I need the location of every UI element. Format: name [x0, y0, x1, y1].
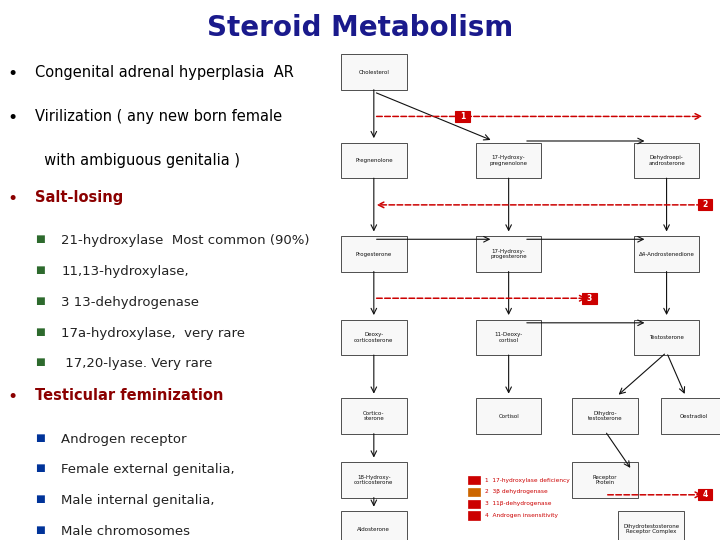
- FancyBboxPatch shape: [476, 143, 541, 178]
- Text: 1  17-hydroxylase deficiency: 1 17-hydroxylase deficiency: [485, 477, 570, 483]
- Text: 4: 4: [703, 490, 708, 500]
- FancyBboxPatch shape: [582, 293, 597, 303]
- FancyBboxPatch shape: [455, 111, 469, 122]
- Text: ■: ■: [35, 463, 45, 474]
- FancyBboxPatch shape: [341, 143, 407, 178]
- FancyBboxPatch shape: [698, 199, 712, 210]
- FancyBboxPatch shape: [341, 55, 407, 90]
- Text: Dihydro-
testosterone: Dihydro- testosterone: [588, 411, 622, 421]
- Text: with ambiguous genitalia ): with ambiguous genitalia ): [35, 153, 240, 168]
- Text: Dehydroepi-
androsterone: Dehydroepi- androsterone: [648, 156, 685, 166]
- FancyBboxPatch shape: [572, 462, 638, 498]
- FancyBboxPatch shape: [468, 476, 480, 484]
- Text: Cortisol: Cortisol: [498, 414, 519, 418]
- Text: Cholesterol: Cholesterol: [359, 70, 390, 75]
- FancyBboxPatch shape: [476, 320, 541, 355]
- Text: Congenital adrenal hyperplasia  AR: Congenital adrenal hyperplasia AR: [35, 65, 294, 80]
- Text: ■: ■: [35, 494, 45, 504]
- Text: 17-Hydroxy-
pregnenolone: 17-Hydroxy- pregnenolone: [490, 156, 528, 166]
- FancyBboxPatch shape: [468, 488, 480, 496]
- Text: Pregnenolone: Pregnenolone: [355, 158, 392, 163]
- Text: Aldosterone: Aldosterone: [357, 526, 390, 532]
- Text: •: •: [7, 388, 17, 406]
- FancyBboxPatch shape: [468, 511, 480, 520]
- Text: Testicular feminization: Testicular feminization: [35, 388, 223, 403]
- FancyBboxPatch shape: [572, 399, 638, 434]
- Text: Salt-losing: Salt-losing: [35, 190, 123, 205]
- Text: Dihydrotestosterone
Receptor Complex: Dihydrotestosterone Receptor Complex: [623, 524, 679, 535]
- Text: ■: ■: [35, 357, 45, 368]
- FancyBboxPatch shape: [634, 143, 699, 178]
- Text: 1: 1: [460, 112, 465, 121]
- Text: Δ4-Androstenedione: Δ4-Androstenedione: [639, 252, 695, 256]
- Text: Male internal genitalia,: Male internal genitalia,: [61, 494, 215, 507]
- Text: Oestradiol: Oestradiol: [680, 414, 708, 418]
- Text: 17a-hydroxylase,  very rare: 17a-hydroxylase, very rare: [61, 327, 246, 340]
- Text: •: •: [7, 190, 17, 208]
- FancyBboxPatch shape: [468, 500, 480, 508]
- Text: 3 13-dehydrogenase: 3 13-dehydrogenase: [61, 296, 199, 309]
- Text: Receptor
Protein: Receptor Protein: [593, 475, 617, 485]
- Text: Progesterone: Progesterone: [356, 252, 392, 256]
- Text: •: •: [7, 109, 17, 127]
- FancyBboxPatch shape: [341, 511, 407, 540]
- Text: 17-Hydroxy-
progesterone: 17-Hydroxy- progesterone: [490, 249, 527, 259]
- FancyBboxPatch shape: [634, 236, 699, 272]
- FancyBboxPatch shape: [341, 320, 407, 355]
- Text: 3: 3: [587, 294, 592, 303]
- FancyBboxPatch shape: [341, 236, 407, 272]
- Text: ■: ■: [35, 265, 45, 275]
- Text: 18-Hydroxy-
corticosterone: 18-Hydroxy- corticosterone: [354, 475, 394, 485]
- Text: Female external genitalia,: Female external genitalia,: [61, 463, 235, 476]
- Text: 11,13-hydroxylase,: 11,13-hydroxylase,: [61, 265, 189, 278]
- Text: ■: ■: [35, 327, 45, 337]
- Text: Testosterone: Testosterone: [649, 335, 684, 340]
- FancyBboxPatch shape: [476, 399, 541, 434]
- FancyBboxPatch shape: [661, 399, 720, 434]
- Text: Virilization ( any new born female: Virilization ( any new born female: [35, 109, 282, 124]
- Text: 17,20-lyase. Very rare: 17,20-lyase. Very rare: [61, 357, 212, 370]
- Text: 2: 2: [703, 200, 708, 210]
- FancyBboxPatch shape: [341, 462, 407, 498]
- Text: ■: ■: [35, 296, 45, 306]
- Text: 21-hydroxylase  Most common (90%): 21-hydroxylase Most common (90%): [61, 234, 310, 247]
- FancyBboxPatch shape: [698, 489, 712, 500]
- FancyBboxPatch shape: [476, 236, 541, 272]
- Text: 3  11β-dehydrogenase: 3 11β-dehydrogenase: [485, 501, 552, 507]
- FancyBboxPatch shape: [341, 399, 407, 434]
- Text: ■: ■: [35, 525, 45, 535]
- Text: Steroid Metabolism: Steroid Metabolism: [207, 14, 513, 42]
- Text: 2  3β dehydrogenase: 2 3β dehydrogenase: [485, 489, 547, 495]
- Text: Male chromosomes: Male chromosomes: [61, 525, 190, 538]
- Text: Cortico-
sterone: Cortico- sterone: [363, 411, 384, 421]
- Text: 11-Deoxy-
cortisol: 11-Deoxy- cortisol: [495, 332, 523, 343]
- Text: 4  Androgen insensitivity: 4 Androgen insensitivity: [485, 513, 558, 518]
- Text: Androgen receptor: Androgen receptor: [61, 433, 186, 446]
- Text: •: •: [7, 65, 17, 83]
- FancyBboxPatch shape: [634, 320, 699, 355]
- Text: ■: ■: [35, 234, 45, 245]
- Text: ■: ■: [35, 433, 45, 443]
- Text: Deoxy-
corticosterone: Deoxy- corticosterone: [354, 332, 394, 343]
- FancyBboxPatch shape: [618, 511, 684, 540]
